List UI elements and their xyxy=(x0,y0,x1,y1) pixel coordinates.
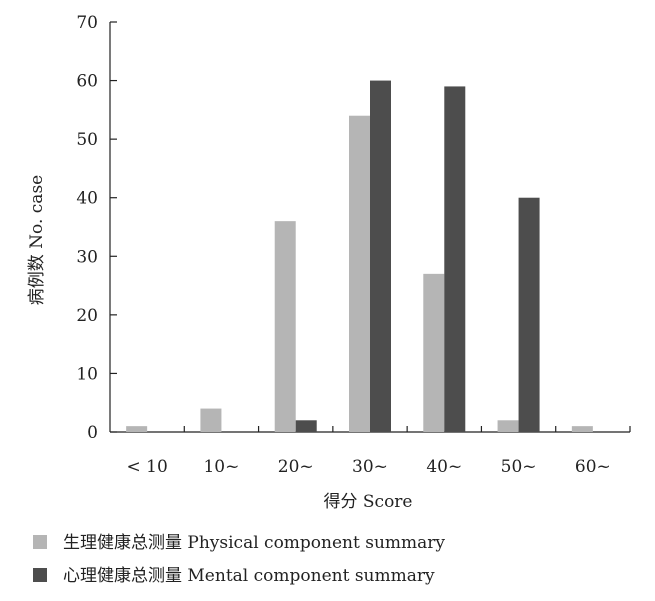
y-tick-label: 40 xyxy=(76,189,98,209)
x-tick-label: 60~ xyxy=(575,457,611,477)
bars xyxy=(126,80,593,433)
bar-physical xyxy=(126,426,148,432)
y-tick-label: 30 xyxy=(76,247,98,267)
y-axis-label: 病例数 No. case xyxy=(27,175,47,305)
y-tick-label: 50 xyxy=(76,130,98,150)
bar-physical xyxy=(349,115,370,432)
bar-physical xyxy=(200,408,222,432)
bar-mental xyxy=(518,197,540,432)
x-tick-label: 50~ xyxy=(501,457,537,477)
axis-labels: 病例数 No. case 得分 Score xyxy=(27,175,413,512)
axes: 0 10 20 30 40 50 60 70 < 10 10~ 20~ 30~ 40~ 50~ 60~ xyxy=(76,13,631,477)
x-tick-label: 30~ xyxy=(352,457,388,477)
y-tick-label: 20 xyxy=(76,306,98,326)
x-axis-label: 得分 Score xyxy=(324,492,413,512)
legend-label: 生理健康总测量 Physical component summary xyxy=(63,533,445,553)
bar-physical xyxy=(497,420,519,432)
x-tick-label: 20~ xyxy=(278,457,314,477)
legend-label: 心理健康总测量 Mental component summary xyxy=(63,566,435,586)
bar-mental xyxy=(295,420,317,432)
x-tick-label: < 10 xyxy=(127,457,168,477)
y-tick-label: 10 xyxy=(76,364,98,384)
legend: 生理健康总测量 Physical component summary 心理健康总测… xyxy=(33,533,445,586)
bar-mental xyxy=(370,80,391,433)
bar-physical xyxy=(274,221,296,432)
legend-swatch xyxy=(33,535,47,549)
y-tick-label: 60 xyxy=(76,72,98,92)
bar-physical xyxy=(423,273,445,432)
x-tick-label: 10~ xyxy=(203,457,239,477)
y-tick-label: 0 xyxy=(87,423,98,443)
y-tick-label: 70 xyxy=(76,13,98,33)
x-tick-label: 40~ xyxy=(426,457,462,477)
bar-physical xyxy=(571,426,593,432)
legend-swatch xyxy=(33,568,47,582)
bar-mental xyxy=(444,86,466,432)
